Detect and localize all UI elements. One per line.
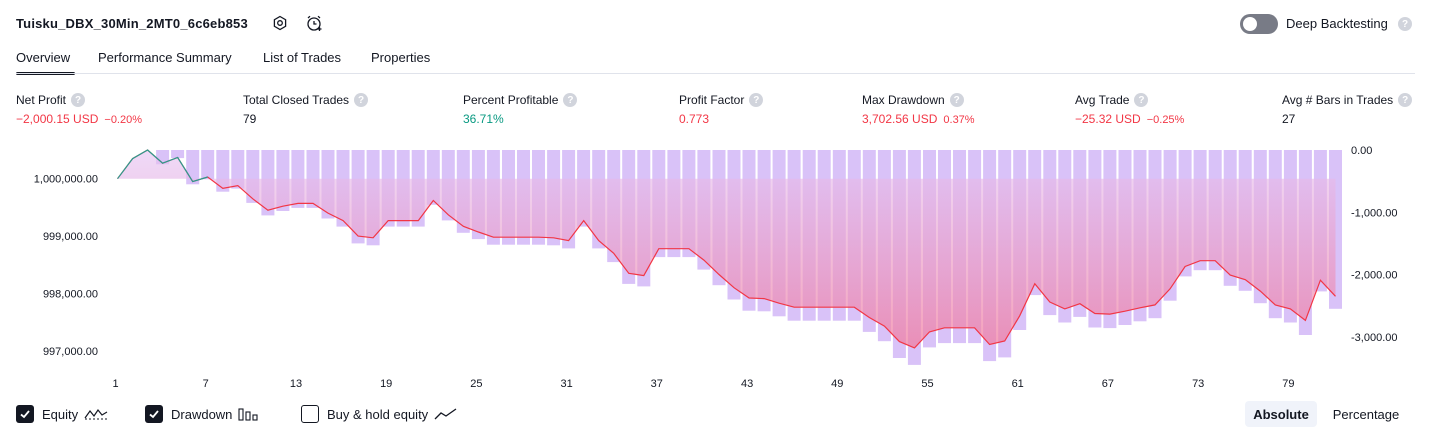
x-axis-tick: 37 [651,378,663,390]
legend-drawdown[interactable]: Drawdown [145,403,258,425]
deep-backtesting-label: Deep Backtesting [1286,16,1388,31]
info-icon[interactable]: ? [1134,93,1149,107]
buy-hold-checkbox[interactable] [301,405,319,423]
x-axis-tick: 67 [1102,378,1114,390]
x-axis-tick: 1 [112,378,118,390]
bars-icon [238,407,258,421]
metric-value: 36.71% [463,112,504,126]
tab-properties[interactable]: Properties [371,50,431,65]
metric-value-line: −2,000.15 USD −0.20% [16,112,142,126]
metric-value-line: 36.71% [463,112,577,126]
info-icon[interactable]: ? [1398,93,1413,107]
drawdown-bar [171,150,185,159]
equity-line [117,149,1336,349]
metric-0: Net Profit? −2,000.15 USD −0.20% [16,93,142,126]
info-icon[interactable]: ? [949,93,964,107]
metric-value: 3,702.56 USD [862,112,938,126]
tabs-divider [16,73,1415,74]
drawdown-label[interactable]: Drawdown [171,406,233,422]
metric-2: Percent Profitable? 36.71% [463,93,578,126]
tab-overview[interactable]: Overview [16,50,71,65]
mode-absolute-button[interactable]: Absolute [1245,401,1317,427]
metric-4: Max Drawdown? 3,702.56 USD 0.37% [862,93,975,126]
metric-label: Max Drawdown [862,93,945,107]
tab-performance-summary[interactable]: Performance Summary [98,50,232,65]
x-axis-tick: 31 [560,378,572,390]
metric-label: Avg # Bars in Trades [1282,93,1394,107]
equity-drawdown-chart[interactable]: 1,000,000.00 999,000.00 998,000.00 997,000.… [0,138,1431,396]
x-axis-tick: 79 [1282,378,1294,390]
help-icon[interactable]: ? [1398,17,1412,31]
drawdown-checkbox[interactable] [145,405,163,423]
buy-hold-label[interactable]: Buy & hold equity [327,406,429,422]
drawdown-bar [201,150,215,180]
right-axis-tick: -3,000.00 [1351,332,1397,344]
metric-6: Avg # Bars in Trades? 27 [1282,93,1413,126]
metric-label: Percent Profitable [463,93,559,107]
left-axis-tick: 999,000.00 [43,231,98,243]
metric-1: Total Closed Trades? 79 [243,93,369,126]
metric-value: 27 [1282,112,1296,126]
equity-checkbox[interactable] [16,405,34,423]
metric-percent: 0.37% [943,114,975,126]
x-axis-tick: 43 [741,378,753,390]
metric-label: Avg Trade [1075,93,1130,107]
info-icon[interactable]: ? [563,93,578,107]
metric-value: 79 [243,112,257,126]
x-axis-tick: 55 [921,378,933,390]
metric-value-line: 0.773 [679,112,763,126]
info-icon[interactable]: ? [354,93,369,107]
strategy-name: Tuisku_DBX_30Min_2MT0_6c6eb853 [16,16,248,31]
metric-percent: −0.20% [104,114,143,126]
metric-value-line: 79 [243,112,368,126]
right-axis-tick: -2,000.00 [1351,270,1397,282]
report-header: Tuisku_DBX_30Min_2MT0_6c6eb853 Deep Back… [0,0,1431,46]
alarm-add-icon[interactable] [304,13,324,33]
metric-3: Profit Factor? 0.773 [679,93,764,126]
info-icon[interactable]: ? [749,93,764,107]
metric-value: −25.32 USD [1075,112,1141,126]
metric-percent: −0.25% [1146,114,1185,126]
legend-buy-hold[interactable]: Buy & hold equity [301,403,458,425]
mode-percentage-button[interactable]: Percentage [1332,406,1400,422]
x-axis-tick: 13 [290,378,302,390]
toggle-knob [1243,17,1257,31]
metric-value: 0.773 [679,112,710,126]
x-axis-tick: 25 [470,378,482,390]
tab-list-of-trades[interactable]: List of Trades [263,50,342,65]
metric-label: Total Closed Trades [243,93,350,107]
left-axis-tick: 1,000,000.00 [34,174,98,186]
x-axis-tick: 61 [1012,378,1024,390]
equity-line-above-start [117,149,208,183]
metric-value-line: 3,702.56 USD 0.37% [862,112,975,126]
metric-value-line: 27 [1282,112,1412,126]
equity-label[interactable]: Equity [42,406,79,422]
line-chart-icon [434,407,458,421]
metric-label: Profit Factor [679,93,745,107]
metric-value: −2,000.15 USD [16,112,99,126]
right-axis-tick: -1,000.00 [1351,207,1397,219]
settings-icon[interactable] [270,13,290,33]
x-axis-tick: 19 [380,378,392,390]
equity-area [117,150,1336,348]
metric-value-line: −25.32 USD −0.25% [1075,112,1184,126]
left-axis-tick: 997,000.00 [43,346,98,358]
deep-backtesting-toggle[interactable] [1240,14,1278,34]
left-axis-tick: 998,000.00 [43,288,98,300]
right-axis-tick: 0.00 [1351,145,1372,157]
x-axis-tick: 7 [203,378,209,390]
metric-5: Avg Trade? −25.32 USD −0.25% [1075,93,1184,126]
metric-label: Net Profit [16,93,67,107]
equity-wave-icon [84,407,108,421]
x-axis-tick: 73 [1192,378,1204,390]
info-icon[interactable]: ? [71,93,86,107]
legend-equity[interactable]: Equity [16,403,108,425]
x-axis-tick: 49 [831,378,843,390]
